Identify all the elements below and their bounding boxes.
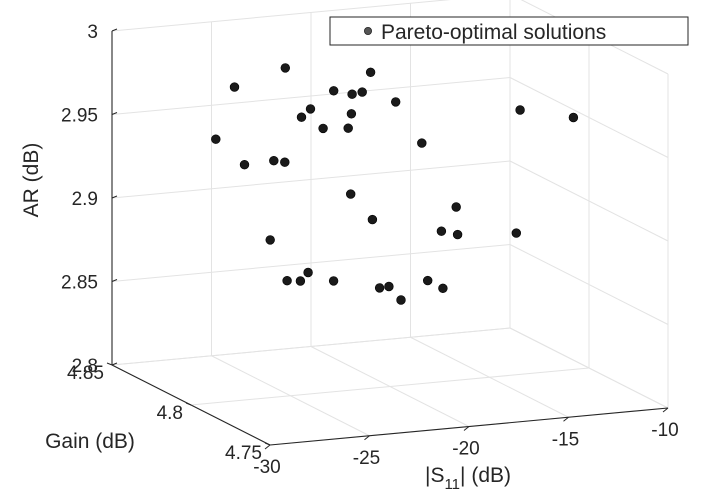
x-tick-label: -10 xyxy=(651,420,678,441)
grid-lines xyxy=(111,0,669,446)
z-tick-label: 3 xyxy=(87,22,98,43)
grid-line-sidewall-z xyxy=(509,77,669,158)
y-tick-label: 4.8 xyxy=(157,403,183,424)
x-tick-mark xyxy=(364,435,370,441)
data-point xyxy=(568,112,579,123)
grid-line-floor-y xyxy=(190,367,590,406)
x-axis-label-main: |S xyxy=(425,464,444,487)
z-tick-label: 2.95 xyxy=(61,106,98,127)
data-point xyxy=(280,63,290,73)
data-point xyxy=(451,202,461,212)
data-point xyxy=(374,283,385,293)
data-point xyxy=(365,67,376,78)
data-point xyxy=(305,104,316,114)
data-point xyxy=(346,109,357,119)
y-tick-mark xyxy=(106,362,113,366)
grid-line-backwall-z xyxy=(111,77,511,115)
data-point xyxy=(511,228,521,238)
z-tick-label: 2.85 xyxy=(61,273,98,294)
grid-line-backwall-z xyxy=(111,160,511,199)
z-tick-mark xyxy=(111,28,118,32)
data-point xyxy=(211,134,221,144)
data-point xyxy=(229,82,240,92)
data-point xyxy=(391,97,401,107)
data-point xyxy=(452,229,463,240)
data-point xyxy=(280,157,290,167)
z-tick-mark xyxy=(111,362,118,366)
grid-line-sidewall-z xyxy=(509,160,669,242)
data-point xyxy=(515,105,525,115)
x-tick-mark xyxy=(662,407,669,413)
y-tick-label: 4.85 xyxy=(67,363,104,384)
y-axis-label: Gain (dB) xyxy=(45,430,135,453)
grid-line-sidewall-z xyxy=(509,244,669,325)
x-tick-label: -30 xyxy=(253,457,280,478)
grid-line-backwall-z xyxy=(111,0,451,32)
data-point xyxy=(265,235,275,245)
data-point xyxy=(438,283,448,293)
x-axis-label-tail: | (dB) xyxy=(460,464,511,487)
grid-line-backwall-z xyxy=(111,327,511,366)
x-tick-mark xyxy=(463,426,470,431)
x-tick-mark xyxy=(563,416,569,422)
z-tick-label: 2.8 xyxy=(72,356,98,377)
grid-line-backwall-z xyxy=(111,244,511,282)
data-point xyxy=(423,275,433,286)
data-point xyxy=(347,89,357,99)
data-points xyxy=(211,29,579,305)
z-tick-mark xyxy=(111,195,118,199)
data-point xyxy=(436,226,447,236)
legend-marker xyxy=(363,26,372,35)
data-point xyxy=(367,214,378,225)
x-tick-label: -20 xyxy=(452,439,479,460)
data-point xyxy=(384,281,394,292)
z-tick-label: 2.9 xyxy=(72,189,98,210)
y-tick-label: 4.75 xyxy=(225,443,262,464)
x-tick-mark xyxy=(264,444,271,450)
data-point xyxy=(329,86,339,96)
z-tick-mark xyxy=(111,112,118,115)
legend-entry-label: Pareto-optimal solutions xyxy=(381,21,606,44)
z-axis-label: AR (dB) xyxy=(20,143,43,218)
legend-box xyxy=(329,16,689,46)
data-point xyxy=(269,156,279,166)
z-tick-mark xyxy=(111,279,118,282)
x-axis-label: |S11| (dB) xyxy=(425,464,511,493)
data-point xyxy=(303,267,313,278)
data-point xyxy=(328,276,339,286)
x-axis-label-sub: 11 xyxy=(444,476,460,493)
legend: Pareto-optimal solutions xyxy=(329,16,689,46)
grid-line-sidewall-z xyxy=(509,327,669,409)
data-point xyxy=(296,112,307,122)
data-point xyxy=(343,123,353,133)
data-point xyxy=(396,295,406,305)
data-point xyxy=(282,276,292,286)
x-tick-label: -15 xyxy=(552,429,579,450)
data-point xyxy=(346,189,356,199)
data-point xyxy=(318,123,328,134)
x-tick-label: -25 xyxy=(353,448,380,469)
data-point xyxy=(239,160,250,170)
y-tick-mark xyxy=(264,442,271,446)
axis-lines xyxy=(106,28,669,450)
tick-labels: -30 -25 -20 -15 -10 4.75 4.8 4.852.8 2.85 2.9 2.95… xyxy=(61,22,679,478)
data-point xyxy=(295,276,306,286)
data-point xyxy=(357,87,367,97)
data-point xyxy=(417,138,427,148)
y-tick-mark xyxy=(185,402,192,406)
